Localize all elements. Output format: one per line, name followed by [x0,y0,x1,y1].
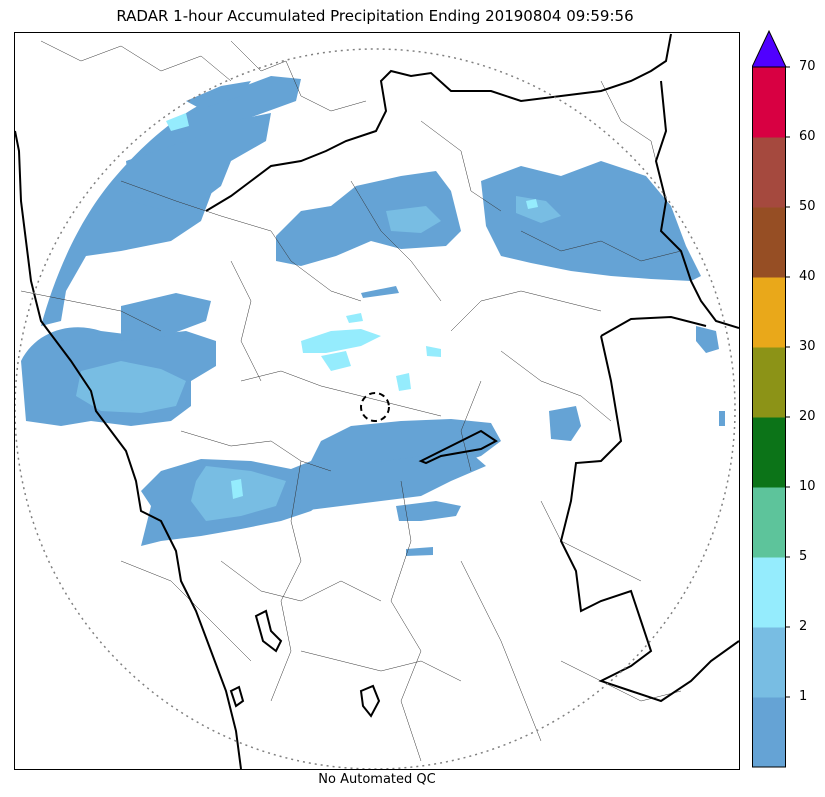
colorbar-tick-label: 60 [799,129,816,144]
precip-heavy-speck-6 [346,313,363,323]
colorbar-band [752,347,786,418]
colorbar-band [752,417,786,488]
precip-mid-north [386,206,441,233]
eastern-state-border [654,80,739,329]
district-boundaries [20,40,682,762]
colorbar-tick-label: 10 [799,479,816,494]
colorbar-band [752,67,786,138]
precip-heavy-speck-4 [231,479,243,499]
colorbar-band [752,697,786,768]
lake-southwest [229,685,245,708]
colorbar-tick-label: 2 [799,619,808,634]
colorbar-frame [752,66,786,768]
colorbar-band [752,277,786,348]
precip-east-small [719,411,725,426]
colorbar-band [752,137,786,208]
precip-south-small [396,501,461,521]
precip-mid-west [76,361,186,413]
colorbar: 1 2 5 10 20 30 40 50 60 70 [752,28,825,773]
precip-heavy-speck-3 [321,351,351,371]
colorbar-tick-label: 30 [799,339,816,354]
colorbar-band [752,557,786,628]
colorbar-band [752,627,786,698]
southeastern-state-border [559,315,739,703]
precip-north-centre [276,171,461,266]
lake-south-1 [254,609,283,653]
precip-northeast [481,161,701,281]
colorbar-overflow-triangle [752,29,787,68]
colorbar-tick-label: 40 [799,269,816,284]
precip-west-mid [121,293,211,341]
precip-heavy-layer [166,113,538,499]
western-coastline [15,130,242,769]
precip-east-patch [549,406,581,441]
colorbar-tick-label: 50 [799,199,816,214]
radar-site-marker [360,392,390,422]
radar-map [14,32,740,770]
radar-range-ring [15,48,736,769]
colorbar-tick-label: 5 [799,549,808,564]
precip-east-edge [696,326,719,353]
precip-heavy-speck-7 [426,346,441,357]
precip-heavy-speck-8 [526,199,538,209]
colorbar-tick-label: 1 [799,689,808,704]
precip-north-band [126,113,271,211]
precip-central-south [291,453,486,511]
precip-northwest-top [186,81,251,109]
precip-heavy-speck-1 [166,113,189,131]
qc-note: No Automated QC [318,772,436,787]
lake-south-2 [359,684,381,718]
northern-state-border [205,33,672,212]
colorbar-tick-label: 20 [799,409,816,424]
state-boundaries [15,33,739,769]
colorbar-tick-label: 70 [799,59,816,74]
colorbar-band [752,487,786,558]
precip-heavy-speck-2 [301,329,381,353]
colorbar-band [752,207,786,278]
precip-south-speck [406,547,433,556]
precip-centre-strip [361,286,399,298]
inland-boundary-central [418,429,498,465]
precip-heavy-speck-5 [396,373,411,391]
chart-title: RADAR 1-hour Accumulated Precipitation E… [116,7,634,25]
